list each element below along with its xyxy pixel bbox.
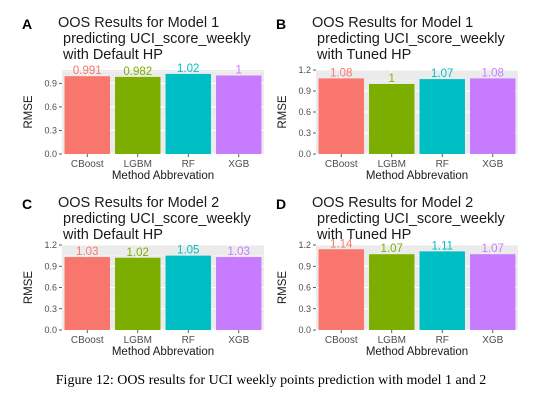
x-tick-label: XGB [482, 335, 503, 346]
x-tick-label: CBoost [325, 159, 358, 170]
bar-rf [419, 79, 465, 154]
figure-caption: Figure 12: OOS results for UCI weekly po… [55, 373, 487, 388]
value-label-rf: 1.11 [431, 240, 453, 252]
x-tick-label: LGBM [378, 335, 406, 346]
value-label-rf: 1.05 [177, 245, 199, 257]
panel-label: A [22, 16, 32, 32]
chart-title-line: OOS Results for Model 1 [312, 15, 473, 31]
y-tick-label: 0.3 [44, 304, 57, 314]
bar-cboost [64, 257, 110, 330]
y-tick-label: 0.0 [44, 325, 57, 335]
y-tick-label: 1.2 [298, 65, 311, 75]
y-tick-label: 0.6 [298, 283, 311, 293]
value-label-lgbm: 1.02 [127, 247, 149, 259]
bar-xgb [216, 75, 262, 154]
y-tick-label: 0.3 [44, 125, 57, 135]
y-tick-label: 0.6 [298, 107, 311, 117]
chart-title-line: with Default HP [62, 227, 163, 243]
y-tick-label: 1.2 [298, 240, 311, 250]
bar-rf [419, 251, 465, 330]
x-tick-label: XGB [482, 159, 503, 170]
bar-cboost [318, 249, 364, 330]
y-tick-label: 0.0 [298, 149, 311, 159]
y-tick-label: 0.6 [44, 283, 57, 293]
bar-lgbm [369, 84, 415, 154]
value-label-lgbm: 1 [389, 73, 395, 85]
y-tick-label: 0.9 [44, 261, 57, 271]
bar-rf [165, 73, 211, 154]
chart-title-line: predicting UCI_score_weekly [317, 211, 506, 227]
y-tick-label: 1.2 [44, 240, 57, 250]
y-tick-label: 0.0 [44, 149, 57, 159]
x-tick-label: CBoost [71, 159, 104, 170]
x-tick-label: XGB [228, 159, 249, 170]
chart-title-line: with Default HP [62, 47, 163, 63]
panel-label: C [22, 196, 32, 212]
x-tick-label: CBoost [325, 335, 358, 346]
chart-title-line: with Tuned HP [316, 47, 411, 63]
value-label-cboost: 0.991 [73, 65, 102, 77]
x-tick-label: CBoost [71, 335, 104, 346]
chart-title-line: predicting UCI_score_weekly [317, 31, 506, 47]
y-axis-title: RMSE [23, 271, 35, 305]
value-label-xgb: 1.03 [228, 246, 250, 258]
bar-lgbm [115, 257, 161, 330]
value-label-lgbm: 0.982 [123, 66, 152, 78]
panel-label: D [276, 196, 286, 212]
chart-title-line: with Tuned HP [316, 227, 411, 243]
bar-rf [165, 255, 211, 330]
x-tick-label: RF [182, 159, 195, 170]
panel-label: B [276, 16, 286, 32]
y-tick-label: 0.9 [298, 261, 311, 271]
bar-cboost [318, 78, 364, 154]
x-tick-label: LGBM [124, 159, 152, 170]
y-axis-title: RMSE [277, 271, 289, 305]
x-tick-label: LGBM [124, 335, 152, 346]
x-tick-label: LGBM [378, 159, 406, 170]
bar-xgb [470, 254, 516, 330]
y-tick-label: 0.6 [44, 102, 57, 112]
value-label-cboost: 1.14 [330, 238, 353, 250]
x-tick-label: RF [182, 335, 195, 346]
chart-title-line: predicting UCI_score_weekly [63, 211, 252, 227]
bar-xgb [216, 257, 262, 330]
value-label-xgb: 1.07 [482, 243, 504, 255]
value-label-rf: 1.07 [431, 68, 453, 80]
y-tick-label: 0.3 [298, 128, 311, 138]
y-axis-title: RMSE [277, 95, 289, 129]
chart-title-line: OOS Results for Model 1 [58, 15, 219, 31]
bar-lgbm [115, 76, 161, 154]
value-label-cboost: 1.08 [330, 67, 352, 79]
x-tick-label: RF [436, 159, 449, 170]
x-axis-title: Method Abbrevation [366, 170, 468, 182]
x-axis-title: Method Abbrevation [112, 346, 214, 358]
y-tick-label: 0.0 [298, 325, 311, 335]
y-tick-label: 0.9 [298, 86, 311, 96]
bar-cboost [64, 76, 110, 154]
value-label-xgb: 1 [236, 64, 242, 76]
value-label-cboost: 1.03 [76, 246, 98, 258]
x-axis-title: Method Abbrevation [366, 346, 468, 358]
chart-title-line: OOS Results for Model 2 [312, 195, 473, 211]
chart-title-line: OOS Results for Model 2 [58, 195, 219, 211]
value-label-lgbm: 1.07 [381, 243, 403, 255]
bar-lgbm [369, 254, 415, 330]
x-tick-label: RF [436, 335, 449, 346]
bar-xgb [470, 78, 516, 154]
y-axis-title: RMSE [23, 95, 35, 129]
value-label-rf: 1.02 [177, 63, 199, 75]
x-axis-title: Method Abbrevation [112, 170, 214, 182]
y-tick-label: 0.9 [44, 78, 57, 88]
x-tick-label: XGB [228, 335, 249, 346]
chart-title-line: predicting UCI_score_weekly [63, 31, 252, 47]
y-tick-label: 0.3 [298, 304, 311, 314]
value-label-xgb: 1.08 [482, 67, 504, 79]
